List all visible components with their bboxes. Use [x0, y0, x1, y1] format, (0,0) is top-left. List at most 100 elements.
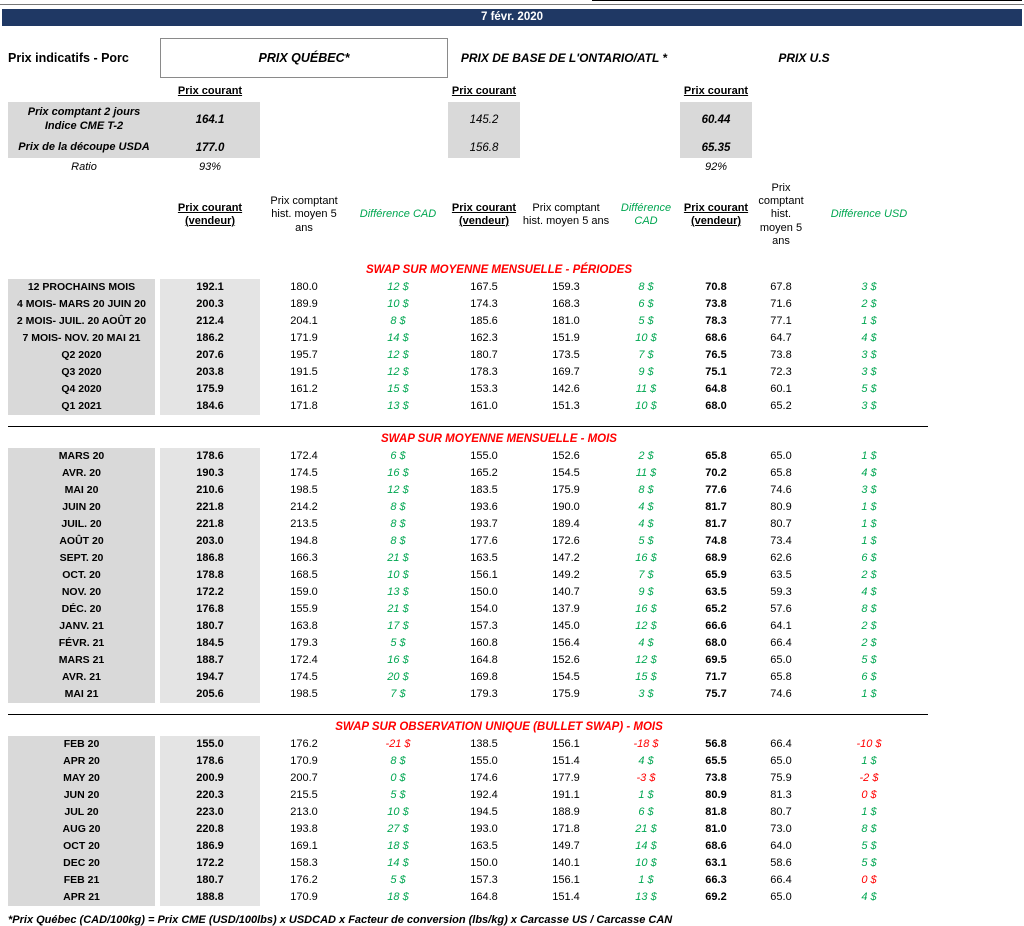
col-header-hist-qc: Prix comptant hist. moyen 5 ans: [270, 195, 338, 234]
ratio-value-us: 92%: [704, 161, 728, 173]
diff-cell: 1 $: [861, 534, 877, 547]
diff-cell: 1 $: [861, 754, 877, 767]
value-cell: 163.5: [470, 551, 498, 564]
diff-cell: 18 $: [387, 890, 409, 903]
value-cell: 180.0: [290, 280, 318, 293]
value-cell: 170.9: [290, 890, 318, 903]
diff-cell: 0 $: [861, 788, 877, 801]
row-label: FEB 21: [8, 871, 160, 889]
value-cell: 154.0: [470, 602, 498, 615]
value-cell: 80.7: [770, 805, 792, 818]
row-label: NOV. 20: [8, 583, 160, 601]
row-label: 4 MOIS- MARS 20 JUIN 20: [8, 295, 160, 313]
diff-cell: 16 $: [635, 551, 657, 564]
value-cell: 200.3: [160, 295, 260, 313]
value-cell: 65.2: [770, 399, 792, 412]
value-cell: 156.1: [470, 568, 498, 581]
value-cell: 165.2: [470, 466, 498, 479]
value-cell: 161.2: [290, 382, 318, 395]
row-label: SEPT. 20: [8, 549, 160, 567]
value-cell: 66.4: [770, 873, 792, 886]
value-cell: 151.4: [552, 754, 580, 767]
section-title: SWAP SUR OBSERVATION UNIQUE (BULLET SWAP…: [8, 713, 928, 736]
value-cell: 70.8: [705, 280, 727, 293]
value-cell: 81.7: [705, 517, 727, 530]
summary-row-label-usda: Prix de la découpe USDA: [8, 138, 160, 158]
value-cell: 152.6: [552, 653, 580, 666]
value-cell: 175.9: [552, 483, 580, 496]
prix-courant-label-us: Prix courant: [683, 85, 749, 97]
diff-cell: 12 $: [387, 365, 409, 378]
diff-cell: 12 $: [387, 348, 409, 361]
summary-value-qc: 164.1: [160, 102, 260, 138]
value-cell: 163.8: [290, 619, 318, 632]
summary-value-on: 145.2: [448, 102, 520, 138]
value-cell: 155.0: [160, 735, 260, 753]
value-cell: 151.9: [552, 331, 580, 344]
value-cell: 157.3: [470, 873, 498, 886]
row-label: DEC 20: [8, 854, 160, 872]
diff-cell: 5 $: [390, 873, 406, 886]
value-cell: 69.2: [705, 890, 727, 903]
value-cell: 190.3: [160, 464, 260, 482]
diff-cell: 14 $: [635, 839, 657, 852]
value-cell: 156.1: [552, 873, 580, 886]
value-cell: 65.0: [770, 449, 792, 462]
diff-cell: 6 $: [390, 449, 406, 462]
row-label: 12 PROCHAINS MOIS: [8, 278, 160, 296]
diff-cell: 27 $: [387, 822, 409, 835]
diff-cell: 5 $: [638, 314, 654, 327]
diff-cell: 0 $: [390, 771, 406, 784]
value-cell: 172.4: [290, 449, 318, 462]
row-label: MAI 21: [8, 685, 160, 703]
value-cell: 183.5: [470, 483, 498, 496]
value-cell: 215.5: [290, 788, 318, 801]
value-cell: 69.5: [705, 653, 727, 666]
diff-cell: 8 $: [638, 280, 654, 293]
value-cell: 59.3: [770, 585, 792, 598]
value-cell: 156.4: [552, 636, 580, 649]
value-cell: 174.5: [290, 670, 318, 683]
section-title: SWAP SUR MOYENNE MENSUELLE - MOIS: [8, 425, 928, 448]
diff-cell: 10 $: [635, 399, 657, 412]
diff-cell: 10 $: [635, 331, 657, 344]
row-label: Q2 2020: [8, 346, 160, 364]
diff-cell: 18 $: [387, 839, 409, 852]
diff-cell: -2 $: [859, 771, 879, 784]
value-cell: 75.1: [705, 365, 727, 378]
diff-cell: 5 $: [861, 839, 877, 852]
value-cell: 179.3: [470, 687, 498, 700]
diff-cell: 3 $: [861, 399, 877, 412]
value-cell: 65.5: [705, 754, 727, 767]
diff-cell: 5 $: [861, 856, 877, 869]
value-cell: 188.7: [160, 651, 260, 669]
value-cell: 160.8: [470, 636, 498, 649]
value-cell: 150.0: [470, 585, 498, 598]
value-cell: 68.6: [705, 331, 727, 344]
col-header-prix-courant-on: Prix courant (vendeur): [451, 201, 517, 227]
value-cell: 175.9: [552, 687, 580, 700]
value-cell: 172.4: [290, 653, 318, 666]
value-cell: 63.5: [770, 568, 792, 581]
diff-cell: 17 $: [387, 619, 409, 632]
value-cell: 155.0: [470, 754, 498, 767]
row-label: MAY 20: [8, 769, 160, 787]
value-cell: 152.6: [552, 449, 580, 462]
diff-cell: 1 $: [861, 687, 877, 700]
value-cell: 60.1: [770, 382, 792, 395]
summary-value-us: 65.35: [680, 138, 752, 158]
value-cell: 186.9: [160, 837, 260, 855]
value-cell: 78.3: [705, 314, 727, 327]
value-cell: 220.8: [160, 820, 260, 838]
value-cell: 63.1: [705, 856, 727, 869]
value-cell: 180.7: [160, 871, 260, 889]
value-cell: 191.5: [290, 365, 318, 378]
diff-cell: 1 $: [861, 517, 877, 530]
ontario-region-header: PRIX DE BASE DE L'ONTARIO/ATL *: [460, 51, 668, 65]
value-cell: 180.7: [470, 348, 498, 361]
value-cell: 154.5: [552, 670, 580, 683]
value-cell: 156.1: [552, 737, 580, 750]
section-title: SWAP SUR MOYENNE MENSUELLE - PÉRIODES: [365, 263, 633, 276]
diff-cell: 12 $: [387, 483, 409, 496]
value-cell: 68.0: [705, 399, 727, 412]
